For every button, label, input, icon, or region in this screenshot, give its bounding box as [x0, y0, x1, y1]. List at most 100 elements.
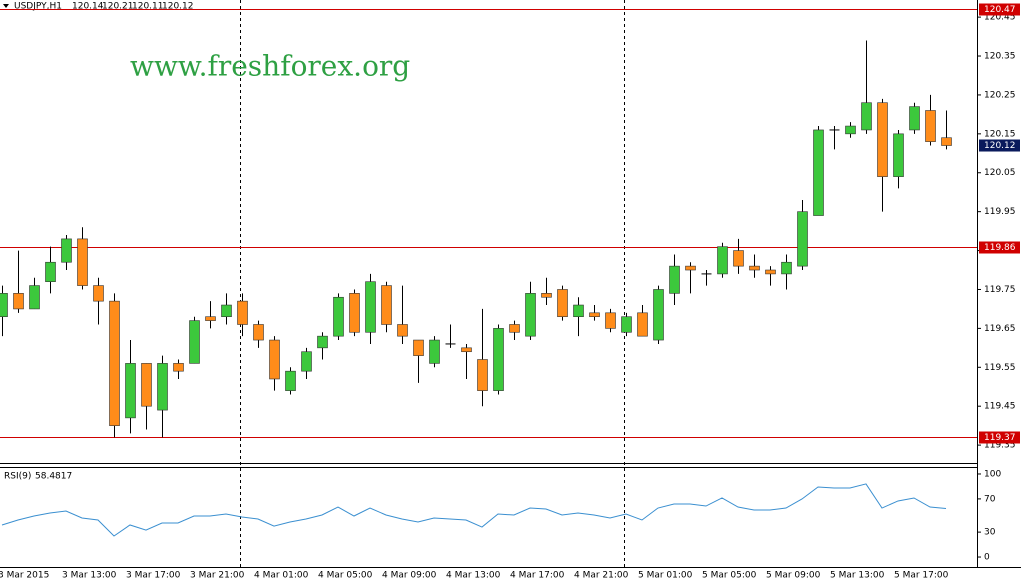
x-tick-label: 5 Mar 05:00 [702, 571, 757, 581]
candle-body [605, 312, 616, 329]
rsi-title: RSI(9) [4, 472, 31, 482]
x-tick-label: 5 Mar 09:00 [766, 571, 821, 581]
candle-body [573, 304, 584, 318]
candle-body [29, 285, 40, 310]
price-label-box [979, 139, 1020, 152]
ohlc-open: 120.14 [72, 2, 104, 12]
x-tick-label: 5 Mar 13:00 [830, 571, 885, 581]
y-tick-label: 120.25 [984, 90, 1016, 100]
candle-body [797, 211, 808, 267]
candle-body [877, 102, 888, 177]
candle-body [589, 312, 600, 318]
level-label: 119.86 [984, 243, 1016, 253]
y-tick-label: 120.45 [984, 13, 1016, 23]
candle-body [461, 347, 472, 353]
candle-body [509, 324, 520, 333]
level-label-box [979, 431, 1020, 444]
candle-body [333, 296, 344, 337]
y-tick-label: 119.35 [984, 441, 1016, 451]
menu-arrow[interactable] [3, 4, 9, 8]
candle-body [733, 250, 744, 267]
candle-body [861, 102, 872, 131]
x-tick-label: 4 Mar 01:00 [254, 571, 309, 581]
candle-body [0, 293, 8, 318]
candle-body [141, 363, 152, 407]
ohlc-close: 120.12 [162, 2, 194, 12]
ohlc-high: 120.21 [102, 2, 134, 12]
candle-body [109, 300, 120, 426]
x-tick-label: 3 Mar 2015 [0, 571, 49, 581]
rsi-line [1, 483, 947, 537]
candle-body [301, 351, 312, 372]
candle-body [813, 129, 824, 216]
candle-body [893, 133, 904, 177]
candle-body [253, 324, 264, 341]
candle-body [429, 339, 440, 364]
level-label: 119.37 [984, 433, 1016, 443]
candle-body [397, 324, 408, 337]
candle-body [749, 265, 760, 271]
y-tick-label: 70 [984, 494, 996, 504]
candle-body [205, 316, 216, 321]
candle-body [285, 370, 296, 391]
candle-body [61, 238, 72, 263]
candle-body [557, 289, 568, 318]
symbol-title: USDJPY,H1 [14, 2, 62, 12]
x-tick-label: 4 Mar 05:00 [318, 571, 373, 581]
candle-body [941, 137, 952, 146]
candle-body [13, 293, 24, 310]
candle-body [381, 285, 392, 325]
candle-body [77, 238, 88, 286]
candle-body [221, 304, 232, 318]
candle-body [669, 265, 680, 294]
candle-body [189, 320, 200, 364]
x-tick-label: 4 Mar 21:00 [574, 571, 629, 581]
candle-body [477, 359, 488, 391]
y-tick-label: 119.65 [984, 324, 1016, 334]
y-tick-label: 100 [984, 469, 1001, 479]
x-tick-label: 5 Mar 01:00 [638, 571, 693, 581]
ohlc-low: 120.11 [132, 2, 164, 12]
candle-body [173, 363, 184, 372]
candle-body [157, 363, 168, 411]
y-tick-label: 119.75 [984, 285, 1016, 295]
y-tick-label: 120.05 [984, 168, 1016, 178]
x-tick-label: 4 Mar 09:00 [382, 571, 437, 581]
candle-body [653, 289, 664, 341]
candle-body [125, 363, 136, 419]
x-tick-label: 5 Mar 17:00 [894, 571, 949, 581]
candle-body [685, 265, 696, 271]
candle-body [541, 293, 552, 298]
watermark: www.freshforex.org [130, 50, 410, 83]
level-label: 120.47 [984, 5, 1016, 15]
candle-body [317, 335, 328, 349]
y-tick-label: 120.35 [984, 52, 1016, 62]
candle-body [845, 125, 856, 135]
y-tick-label: 120.15 [984, 129, 1016, 139]
candle-body [93, 285, 104, 302]
candle-body [493, 328, 504, 391]
y-tick-label: 0 [984, 553, 990, 563]
level-label-box [979, 3, 1020, 16]
y-tick-label: 30 [984, 528, 996, 538]
x-tick-label: 3 Mar 13:00 [62, 571, 117, 581]
candle-body [621, 316, 632, 333]
candle-body [525, 293, 536, 337]
candle-body [45, 261, 56, 282]
x-tick-label: 4 Mar 17:00 [510, 571, 565, 581]
candle-body [925, 110, 936, 142]
y-tick-label: 119.45 [984, 402, 1016, 412]
candle-body [717, 246, 728, 275]
x-tick-label: 4 Mar 13:00 [446, 571, 501, 581]
candle-body [413, 339, 424, 356]
candle-body [765, 269, 776, 275]
y-tick-label: 119.55 [984, 363, 1016, 373]
x-tick-label: 3 Mar 17:00 [126, 571, 181, 581]
x-tick-label: 3 Mar 21:00 [190, 571, 245, 581]
level-label-box [979, 241, 1020, 254]
y-tick-label: 119.95 [984, 207, 1016, 217]
candle-body [365, 281, 376, 333]
